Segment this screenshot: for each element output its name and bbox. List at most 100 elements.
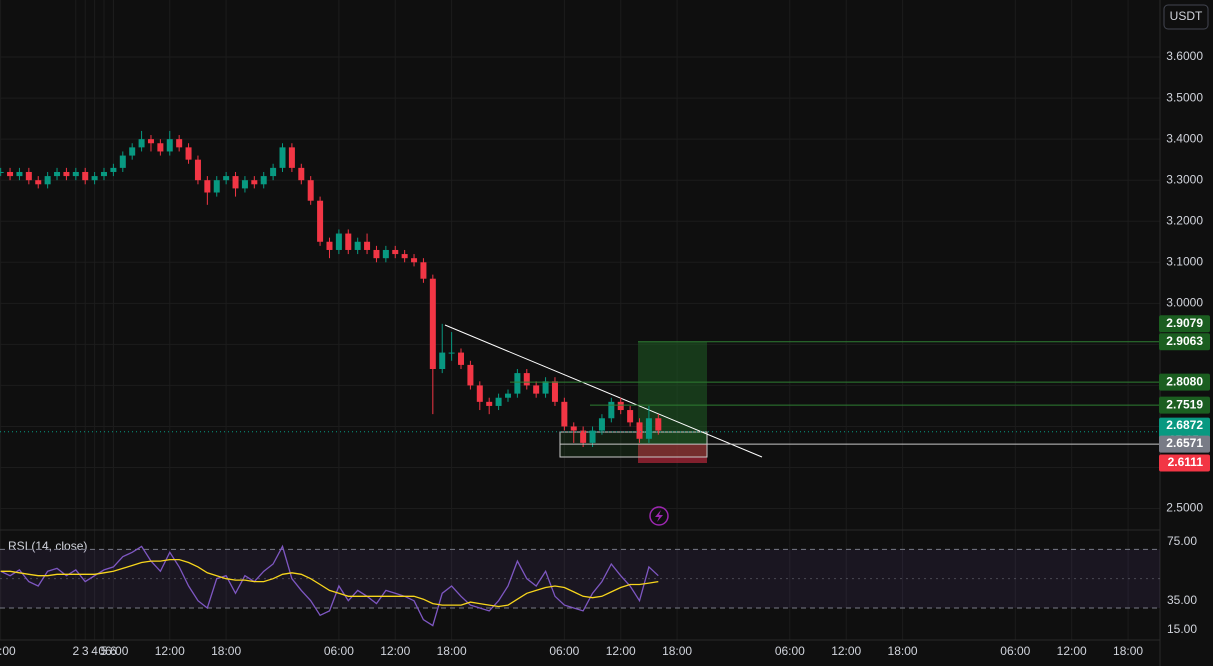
price-badge-label: 2.9079 [1166,316,1203,330]
candle-body [645,418,652,439]
candle-body [213,180,220,193]
candle-body [110,167,117,172]
rsi-line [0,558,659,608]
price-badge [1159,454,1210,472]
rsi-line [0,544,659,627]
x-tick-label: 12:00 [831,644,861,658]
candle-body [495,397,502,406]
candle-body [411,258,418,263]
y-tick-label: 3.6000 [1166,49,1203,63]
candle-body [63,171,70,177]
candle-body [260,176,267,185]
candle-body [35,180,42,185]
candle-body [317,200,324,242]
candle-body [101,171,108,177]
candle-body [119,155,126,168]
candle-body [176,139,183,148]
candle-body [608,401,615,419]
x-tick-label: 3 [82,644,89,658]
candle-body [533,385,540,394]
event-icon[interactable] [649,506,669,526]
candle-body [467,364,474,386]
candle-body [429,278,436,370]
candle-body [7,171,14,177]
candle-body [241,180,248,189]
candle-body [16,171,23,177]
y-tick-label: 15.00 [1167,622,1197,636]
x-tick-label: 18:00 [437,644,467,658]
candle-body [551,381,558,402]
candle-body [542,381,549,394]
candle-body [82,171,89,181]
y-tick-label: 75.00 [1167,534,1197,548]
price-badge [1159,333,1210,351]
y-tick-label: 3.2000 [1166,213,1203,227]
currency-label[interactable]: USDT [1170,9,1203,23]
candle-body [157,143,164,152]
candle-body [523,373,530,386]
y-tick-label: 3.5000 [1166,90,1203,104]
price-badge-label: 2.6872 [1166,418,1203,432]
y-tick-label: 3.4000 [1166,131,1203,145]
candle-body [655,418,662,431]
candle-body [448,352,455,354]
y-tick-label: 2.5000 [1166,501,1203,515]
x-tick-label: 12:00 [606,644,636,658]
candle-body [204,180,211,193]
x-tick-label: 18:00 [662,644,692,658]
candle-body [392,249,399,255]
candle-body [598,418,605,431]
x-tick-label: 12:00 [155,644,185,658]
plot [0,130,763,463]
x-tick-label: 18:00 [0,644,16,658]
candle-body [0,171,4,173]
candle-body [44,176,51,185]
candle-body [504,393,511,398]
candle-body [166,139,173,152]
x-tick-label: 4 [91,644,98,658]
price-badge [1159,373,1210,391]
candle-body [486,401,493,406]
candle-body [25,171,32,181]
candle-body [232,176,239,189]
candle-body [627,410,634,423]
y-tick-label: 3.0000 [1166,296,1203,310]
candle-body [288,147,295,168]
x-tick-label: 18:00 [211,644,241,658]
candle-body [439,352,446,370]
price-badge-label: 2.8080 [1166,374,1203,388]
price-badge [1159,315,1210,333]
x-tick-label: 06:00 [1000,644,1030,658]
candle-body [617,401,624,411]
candle-body [194,159,201,181]
candle-body [335,233,342,250]
candle-body [138,139,145,148]
candle-body [185,147,192,160]
candle-body [251,180,258,185]
candle-body [561,401,568,427]
price-badge-label: 2.9063 [1166,334,1203,348]
candle-body [307,180,314,201]
candle-body [279,147,286,168]
x-tick-label: 6 [110,644,117,658]
event-icon-bolt [655,510,663,522]
candle-body [401,254,408,259]
candle-body [382,249,389,259]
x-tick-label: 18:00 [888,644,918,658]
candle-body [458,352,465,365]
candle-body [354,241,361,250]
candle-body [589,430,596,443]
price-badge-label: 2.6111 [1168,455,1204,469]
x-tick-label: 5 [101,644,108,658]
candle-body [147,139,154,144]
currency-button[interactable] [1163,4,1209,30]
candle-body [54,171,61,177]
candle-body [364,241,371,250]
candle-body [636,422,643,439]
candle-body [570,426,577,431]
x-tick-label: 12:00 [1057,644,1087,658]
candle-body [345,233,352,250]
candle-body [420,262,427,279]
